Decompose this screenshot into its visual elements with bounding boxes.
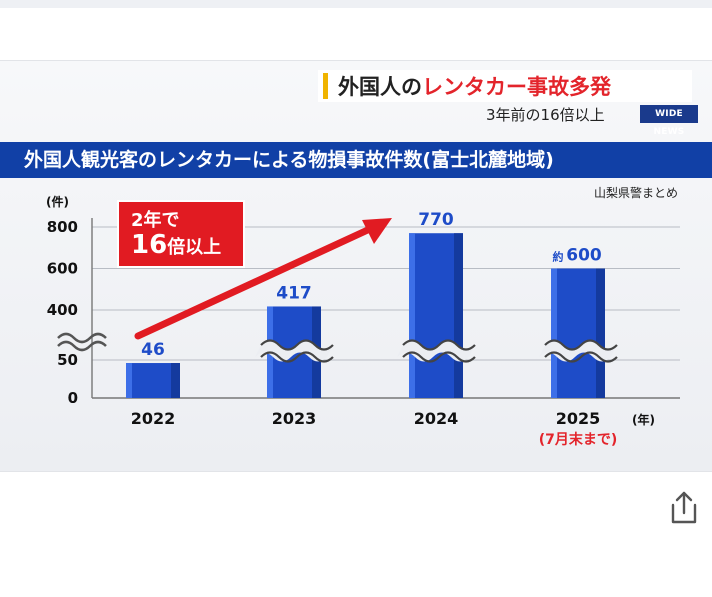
bar-break-line: [544, 351, 618, 363]
source-note: 山梨県警まとめ: [594, 186, 679, 200]
x-unit-label: (年): [632, 412, 655, 427]
bar-2024: [397, 233, 476, 398]
bar-highlight: [551, 268, 557, 398]
bar-break-line: [544, 339, 618, 351]
share-icon[interactable]: [667, 490, 701, 526]
bars-layer: [126, 233, 618, 398]
bar-chart: 05040060080046202241720237702024600約2025…: [46, 194, 680, 448]
x-tick-label: 2023: [272, 409, 317, 428]
chart-title: 外国人観光客のレンタカーによる物損事故件数(富士北麓地域): [24, 149, 554, 171]
y-unit-label: (件): [46, 194, 69, 209]
y-tick-label: 50: [57, 351, 78, 369]
y-tick-label: 400: [47, 301, 78, 319]
bar-2025: [539, 268, 618, 398]
y-tick-label: 600: [47, 260, 78, 278]
labels-layer: 05040060080046202241720237702024600約2025…: [47, 210, 618, 448]
x-tick-label: 2022: [131, 409, 176, 428]
data-label: 770: [418, 210, 454, 230]
growth-callout: 2年で 16倍以上: [117, 200, 245, 268]
headline-prefix: 外国人の: [338, 75, 422, 99]
bar-side-shade: [596, 268, 605, 398]
y-tick-label: 0: [68, 389, 78, 407]
bar-break-line: [402, 351, 476, 363]
headline-box: [318, 70, 692, 102]
trend-arrow-head: [362, 218, 392, 244]
callout-multiplier: 16: [131, 230, 168, 260]
status-strip: [0, 0, 712, 8]
bar-break-line: [402, 339, 476, 351]
data-label: 46: [141, 340, 165, 360]
data-label: 417: [276, 283, 312, 303]
bar-break-line: [260, 339, 334, 351]
headline-highlight: レンタカー事故多発: [422, 75, 611, 99]
bar-2022: [126, 363, 180, 398]
data-label-prefix: 約: [553, 250, 564, 264]
callout-line2: 16倍以上: [131, 230, 221, 260]
y-tick-label: 800: [47, 218, 78, 236]
headline: 外国人のレンタカー事故多発: [338, 71, 611, 103]
x-tick-label: 2024: [414, 409, 459, 428]
callout-line1: 2年で: [131, 210, 180, 231]
bar-highlight: [409, 233, 415, 398]
category-note: (7月末まで): [539, 431, 618, 448]
bar-side-shade: [454, 233, 463, 398]
subheadline: 3年前の16倍以上: [486, 106, 605, 124]
headline-accent-bar: [323, 73, 328, 99]
chart-title-bar: [0, 142, 712, 178]
trend-arrow-shaft: [134, 224, 376, 340]
axis-break-mark: [57, 332, 107, 352]
wide-news-logo: WIDE NEWS: [640, 105, 698, 137]
share-icon-glyph: [671, 491, 697, 524]
bar-side-shade: [171, 363, 180, 398]
callout-suffix: 倍以上: [167, 237, 222, 258]
bar-break-line: [260, 351, 334, 363]
bar-2023: [255, 306, 334, 398]
trend-arrow: [134, 218, 392, 340]
x-tick-label: 2025: [556, 409, 601, 428]
bar-highlight: [126, 363, 132, 398]
data-label: 600: [566, 246, 602, 266]
